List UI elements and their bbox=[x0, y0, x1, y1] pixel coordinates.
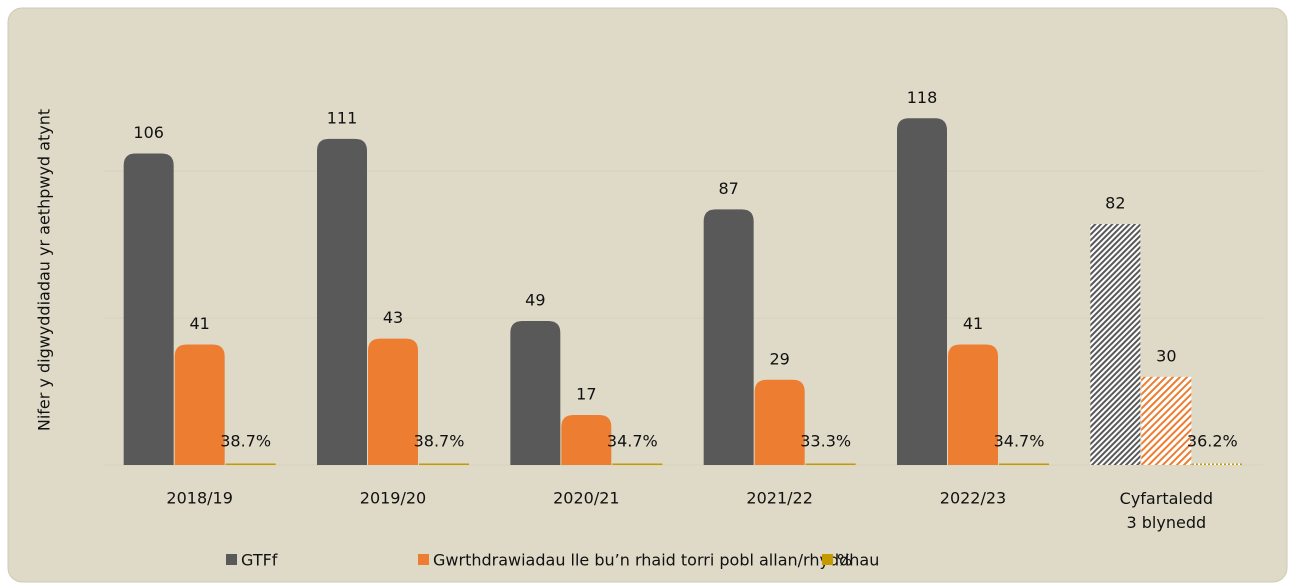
x-tick-label: Cyfartaledd 3 blynedd bbox=[1120, 489, 1213, 532]
bar bbox=[561, 415, 612, 465]
bar bbox=[1192, 463, 1243, 465]
x-tick-label-line: Cyfartaledd bbox=[1120, 489, 1213, 508]
bar bbox=[368, 338, 418, 465]
data-label: 38.7% bbox=[220, 431, 271, 450]
data-label: 49 bbox=[525, 291, 545, 310]
data-label: 82 bbox=[1105, 194, 1125, 213]
legend-swatch bbox=[418, 554, 429, 565]
x-tick-label: 2021/22 bbox=[746, 489, 812, 508]
bar bbox=[897, 118, 947, 465]
bar bbox=[703, 209, 754, 465]
bar bbox=[1090, 224, 1141, 465]
bar bbox=[225, 463, 276, 465]
data-label: 34.7% bbox=[607, 431, 658, 450]
bar bbox=[948, 344, 998, 465]
data-label: 17 bbox=[576, 385, 596, 404]
bar bbox=[999, 463, 1049, 465]
data-label: 34.7% bbox=[994, 431, 1045, 450]
data-label: 41 bbox=[189, 314, 209, 333]
bar bbox=[174, 344, 225, 465]
bar bbox=[317, 138, 367, 466]
x-tick-label: 2020/21 bbox=[553, 489, 619, 508]
data-label: 106 bbox=[133, 123, 164, 142]
legend-label: % bbox=[837, 551, 852, 570]
y-axis-label: Nifer y digwyddiadau yr aethpwyd atynt bbox=[35, 109, 54, 431]
data-label: 36.2% bbox=[1187, 431, 1238, 450]
data-label: 43 bbox=[383, 308, 403, 327]
x-tick-label: 2022/23 bbox=[940, 489, 1006, 508]
data-label: 111 bbox=[327, 108, 358, 127]
legend-swatch bbox=[822, 554, 833, 565]
x-tick-label: 2019/20 bbox=[360, 489, 426, 508]
x-tick-label-line: 3 blynedd bbox=[1127, 513, 1207, 532]
bar bbox=[805, 463, 856, 465]
data-label: 87 bbox=[718, 179, 738, 198]
data-label: 33.3% bbox=[800, 432, 851, 451]
legend-label: Gwrthdrawiadau lle bu’n rhaid torri pobl… bbox=[433, 551, 879, 570]
data-label: 38.7% bbox=[414, 431, 465, 450]
legend-swatch bbox=[226, 554, 237, 565]
data-label: 41 bbox=[963, 314, 983, 333]
bar bbox=[754, 379, 805, 465]
data-label: 29 bbox=[769, 349, 789, 368]
bar bbox=[123, 153, 174, 465]
data-label: 118 bbox=[907, 88, 938, 107]
x-tick-label: 2018/19 bbox=[166, 489, 232, 508]
bar bbox=[1141, 376, 1192, 465]
data-label: 30 bbox=[1156, 346, 1176, 365]
bar bbox=[419, 463, 469, 465]
legend-label: GTFf bbox=[241, 551, 278, 570]
bar bbox=[612, 463, 663, 465]
bar bbox=[510, 321, 561, 465]
